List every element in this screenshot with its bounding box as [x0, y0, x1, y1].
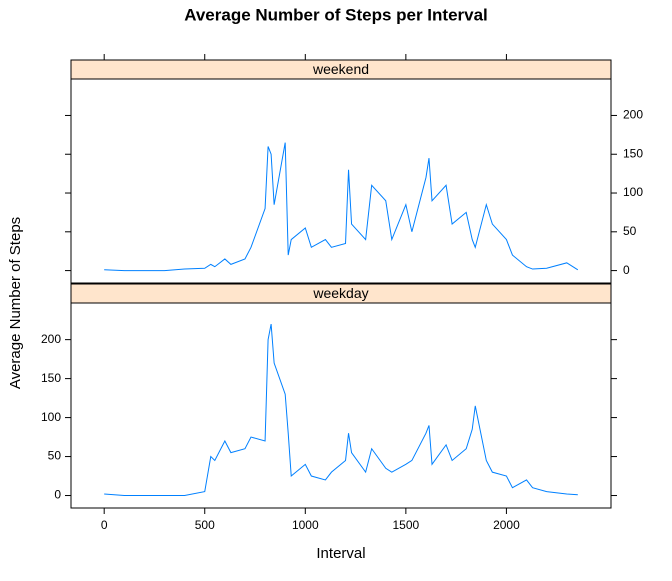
line	[104, 142, 579, 272]
y-tick-label: 200	[623, 108, 643, 122]
line	[104, 323, 578, 497]
strip-label: weekend	[312, 61, 369, 77]
x-tick-label: 2000	[493, 518, 520, 532]
x-tick-label: 1000	[292, 518, 319, 532]
strip-label: weekday	[312, 285, 368, 301]
x-tick-label: 500	[195, 518, 215, 532]
x-tick-label: 0	[101, 518, 108, 532]
y-tick-label: 200	[41, 332, 61, 346]
x-tick-label: 1500	[393, 518, 420, 532]
chart-title: Average Number of Steps per Interval	[184, 5, 488, 24]
y-tick-label: 150	[623, 146, 643, 160]
x-axis-label: Interval	[316, 545, 365, 562]
y-tick-label: 150	[41, 371, 61, 385]
y-tick-label: 100	[623, 185, 643, 199]
panel	[70, 78, 612, 284]
y-tick-label: 100	[41, 410, 61, 424]
y-tick-label: 50	[48, 449, 62, 463]
y-tick-label: 0	[54, 488, 61, 502]
y-axis-label: Average Number of Steps	[7, 217, 24, 389]
y-tick-label: 0	[623, 263, 630, 277]
panel	[70, 302, 612, 509]
y-tick-label: 50	[623, 224, 637, 238]
